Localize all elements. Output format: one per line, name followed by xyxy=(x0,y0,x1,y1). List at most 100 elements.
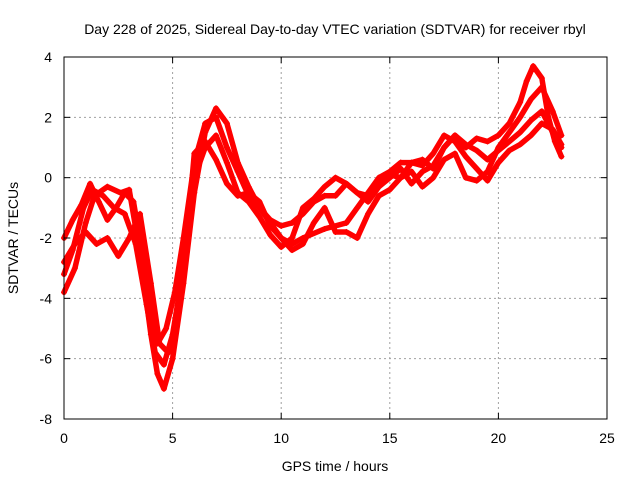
y-tick-label: 0 xyxy=(44,170,52,186)
data-point xyxy=(517,114,524,121)
data-point xyxy=(506,129,513,136)
data-point xyxy=(321,204,328,211)
data-point xyxy=(495,144,502,151)
data-point xyxy=(451,138,458,145)
chart-title: Day 228 of 2025, Sidereal Day-to-day VTE… xyxy=(84,21,586,37)
data-point xyxy=(132,241,139,248)
data-point xyxy=(473,147,480,154)
data-point xyxy=(484,138,491,145)
data-point xyxy=(365,210,372,217)
data-point xyxy=(354,235,361,241)
data-point xyxy=(558,132,565,139)
data-point xyxy=(223,120,230,127)
data-point xyxy=(451,150,458,157)
data-point xyxy=(95,198,102,205)
data-point xyxy=(180,235,187,241)
y-tick-label: -6 xyxy=(40,351,53,367)
data-point xyxy=(163,325,170,332)
y-tick-labels: -8 -6 -4 -2 0 2 4 xyxy=(40,49,53,427)
data-point xyxy=(397,174,404,181)
data-point xyxy=(154,370,161,377)
y-tick-label: -2 xyxy=(40,230,53,246)
data-point xyxy=(191,159,198,166)
data-point xyxy=(87,180,94,187)
data-point xyxy=(419,183,426,190)
data-point xyxy=(126,235,133,241)
x-tick-labels: 0 5 10 15 20 25 xyxy=(60,430,615,446)
data-point xyxy=(397,159,404,166)
data-point xyxy=(375,174,382,181)
data-point xyxy=(332,228,339,235)
data-point xyxy=(160,385,167,392)
data-point xyxy=(397,165,404,172)
data-point xyxy=(289,235,296,241)
data-point xyxy=(104,183,111,190)
data-point xyxy=(430,162,437,169)
data-point xyxy=(441,132,448,139)
data-point xyxy=(299,241,306,248)
y-tick-label: -8 xyxy=(40,411,53,427)
data-point xyxy=(278,244,285,251)
data-point xyxy=(202,120,209,127)
data-point xyxy=(558,141,565,148)
data-point xyxy=(213,114,220,121)
data-point xyxy=(354,189,361,196)
data-point xyxy=(256,213,263,220)
data-point xyxy=(267,216,274,223)
data-point xyxy=(71,265,78,272)
data-point xyxy=(82,219,89,226)
data-point xyxy=(441,156,448,163)
data-point xyxy=(343,228,350,235)
data-point xyxy=(71,241,78,248)
data-point xyxy=(289,247,296,254)
data-point xyxy=(223,180,230,187)
data-point xyxy=(256,204,263,211)
data-point xyxy=(538,84,545,91)
data-point xyxy=(245,192,252,199)
data-point xyxy=(538,120,545,127)
data-point xyxy=(213,105,220,112)
data-point xyxy=(169,355,176,362)
x-tick-label: 10 xyxy=(273,430,289,446)
data-point xyxy=(462,141,469,148)
data-point xyxy=(223,144,230,151)
data-point xyxy=(549,126,556,133)
data-point xyxy=(202,138,209,145)
data-point xyxy=(113,204,120,211)
data-point xyxy=(343,180,350,187)
data-point xyxy=(100,192,107,199)
data-point xyxy=(93,241,100,248)
x-tick-label: 0 xyxy=(60,430,68,446)
x-tick-label: 5 xyxy=(169,430,177,446)
data-series xyxy=(61,63,565,392)
data-point xyxy=(484,156,491,163)
series-line-track-c xyxy=(61,120,565,356)
data-point xyxy=(517,99,524,106)
data-point xyxy=(223,159,230,166)
data-point xyxy=(441,144,448,151)
data-point xyxy=(527,132,534,139)
data-point xyxy=(78,201,85,208)
data-point xyxy=(321,192,328,199)
data-point xyxy=(173,319,180,326)
data-point xyxy=(517,129,524,136)
data-point xyxy=(130,198,137,205)
data-point xyxy=(419,162,426,169)
data-point xyxy=(234,192,241,199)
data-point xyxy=(104,235,111,241)
data-point xyxy=(354,204,361,211)
data-point xyxy=(321,183,328,190)
data-point xyxy=(278,235,285,241)
data-point xyxy=(430,174,437,181)
data-point xyxy=(165,349,172,356)
data-point xyxy=(419,168,426,175)
data-point xyxy=(310,198,317,205)
data-point xyxy=(310,219,317,226)
data-point xyxy=(473,165,480,172)
data-point xyxy=(147,310,154,317)
data-point xyxy=(160,361,167,368)
data-point xyxy=(278,222,285,229)
data-point xyxy=(506,120,513,127)
data-point xyxy=(104,216,111,223)
